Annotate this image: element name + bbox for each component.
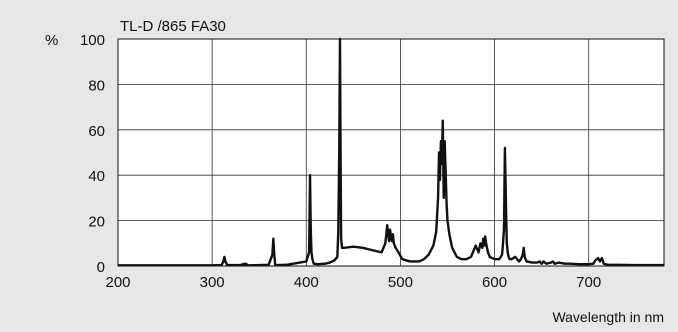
y-axis-unit-label: % [45, 32, 58, 49]
y-tick-label: 20 [88, 214, 105, 231]
x-tick-labels: 200 300 400 500 600 700 [105, 274, 601, 291]
y-tick-label: 80 [88, 77, 105, 94]
x-tick-label: 500 [388, 274, 413, 291]
y-tick-labels: 0 20 40 60 80 100 [80, 32, 105, 276]
y-tick-label: 100 [80, 32, 105, 49]
x-tick-label: 600 [482, 274, 507, 291]
grid-lines [118, 39, 664, 266]
x-tick-label: 300 [200, 274, 225, 291]
x-tick-label: 400 [294, 274, 319, 291]
x-tick-label: 200 [105, 274, 130, 291]
x-tick-label: 700 [576, 274, 601, 291]
spectrum-line [118, 37, 664, 267]
plot-background [118, 39, 664, 266]
y-tick-label: 0 [97, 259, 105, 276]
y-tick-label: 40 [88, 168, 105, 185]
series-layer [118, 37, 664, 267]
plot-frame [117, 38, 665, 267]
x-axis-title: Wavelength in nm [552, 309, 664, 325]
chart-title: TL-D /865 FA30 [120, 18, 226, 35]
y-tick-label: 60 [88, 123, 105, 140]
